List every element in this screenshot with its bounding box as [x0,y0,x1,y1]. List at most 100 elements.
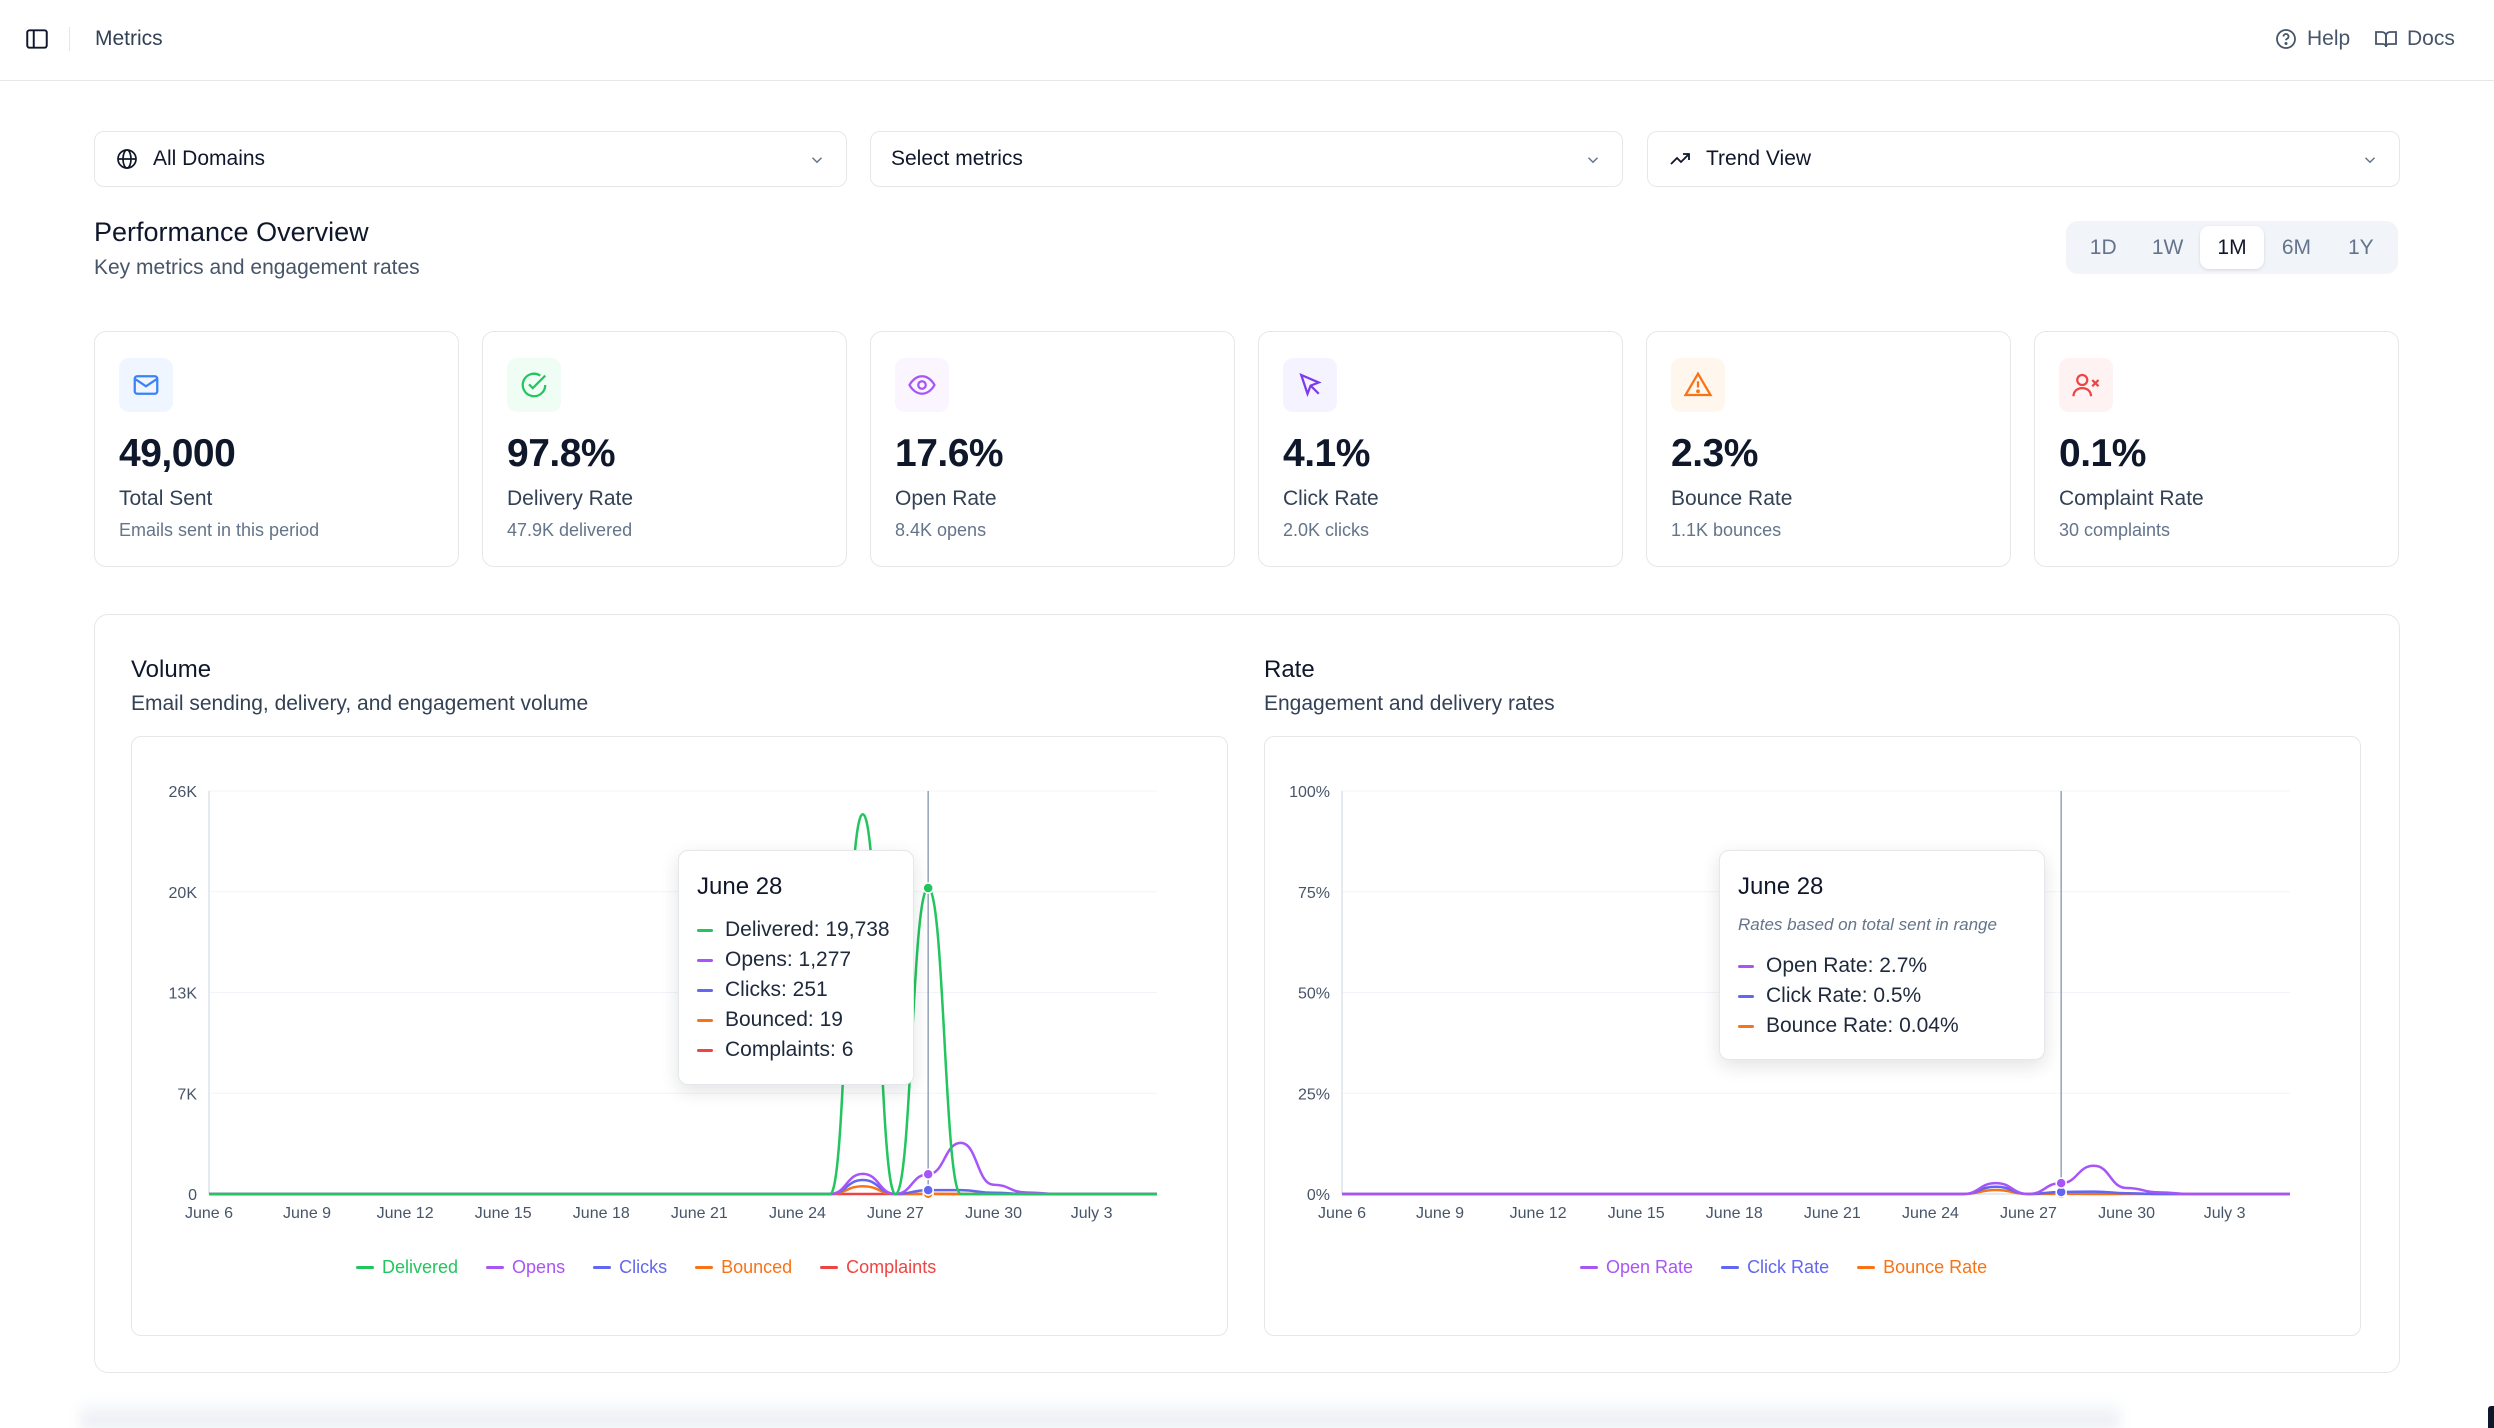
legend-swatch [1721,1266,1740,1269]
tooltip-row: Open Rate: 2.7% [1738,951,2026,981]
rate-x-tick-label: June 27 [2000,1205,2057,1222]
rate-x-tick-label: June 12 [1510,1205,1567,1222]
legend-label: Bounced [721,1257,793,1277]
volume-legend: Delivered Opens Clicks Bounced Complaint… [356,1257,936,1278]
legend-label: Clicks [619,1257,668,1277]
alert-triangle-icon [1671,358,1725,412]
legend-swatch [820,1266,839,1269]
volume-chart-subtitle: Email sending, delivery, and engagement … [131,692,589,715]
view-select-value: Trend View [1706,147,1812,170]
legend-item-clicks[interactable]: Clicks [593,1257,667,1278]
volume-y-tick-label: 0 [188,1187,197,1204]
tooltip-swatch [1738,1024,1754,1028]
tooltip-row: Bounced: 19 [697,1005,895,1035]
tooltip-swatch [697,928,713,932]
stat-value: 17.6% [895,432,1004,475]
globe-icon [115,147,139,171]
legend-swatch [1857,1266,1876,1269]
rate-chart-title: Rate [1264,656,1315,683]
legend-item-delivered[interactable]: Delivered [356,1257,458,1278]
range-1y-button[interactable]: 1Y [2347,235,2374,259]
tooltip-row-text: Bounced: 19 [725,1008,843,1031]
rate-legend: Open Rate Click Rate Bounce Rate [1580,1257,1987,1278]
rate-y-tick-label: 100% [1289,784,1330,801]
range-6m-button[interactable]: 6M [2281,235,2312,259]
tooltip-row-text: Opens: 1,277 [725,948,852,971]
divider [69,27,70,51]
sidebar-toggle-icon[interactable] [24,26,50,52]
stat-card-open-rate: 17.6% Open Rate 8.4K opens [870,331,1235,567]
range-1m-button[interactable]: 1M [2199,226,2265,269]
rate-x-tick-label: July 3 [2204,1205,2246,1222]
tooltip-row: Clicks: 251 [697,975,895,1005]
rate-x-tick-label: June 9 [1416,1205,1464,1222]
legend-label: Bounce Rate [1883,1257,1988,1277]
metrics-select-value: Select metrics [891,147,1023,170]
tooltip-date: June 28 [1738,873,1824,900]
help-link[interactable]: Help [2274,27,2350,51]
legend-swatch [486,1266,505,1269]
legend-label: Open Rate [1606,1257,1694,1277]
range-1w-button[interactable]: 1W [2151,235,2184,259]
chevron-down-icon [811,157,823,164]
rate-series-line [1341,1164,2290,1196]
tooltip-row-text: Clicks: 251 [725,978,828,1001]
volume-y-tick-label: 7K [177,1086,197,1103]
help-circle-icon [2276,29,2296,49]
stat-subtext: 47.9K delivered [507,520,633,540]
volume-series-line [208,1178,1157,1196]
docs-link[interactable]: Docs [2374,27,2455,51]
legend-item-opens[interactable]: Opens [486,1257,565,1278]
legend-item-complaints[interactable]: Complaints [820,1257,936,1278]
stat-label: Open Rate [895,487,997,510]
legend-label: Click Rate [1747,1257,1830,1277]
stat-label: Delivery Rate [507,487,634,510]
legend-item-click-rate[interactable]: Click Rate [1721,1257,1829,1278]
cursor-click-icon [1283,358,1337,412]
volume-x-tick-label: June 21 [671,1205,728,1222]
tooltip-row: Delivered: 19,738 [697,915,895,945]
volume-tooltip: June 28 Delivered: 19,738 Opens: 1,277 C… [678,850,914,1085]
chevron-down-icon [1587,157,1599,164]
rate-y-tick-label: 75% [1298,885,1330,902]
bottom-shadow [80,1398,2120,1428]
mail-icon [119,358,173,412]
book-open-icon [2375,31,2397,48]
legend-item-bounced[interactable]: Bounced [695,1257,792,1278]
volume-y-tick-label: 26K [169,784,198,801]
tooltip-row: Complaints: 6 [697,1035,895,1065]
rate-x-tick-label: June 6 [1318,1205,1366,1222]
section-subtitle: Key metrics and engagement rates [94,256,420,279]
domain-select[interactable]: All Domains [94,131,847,187]
rate-hover-point [2055,1177,2067,1189]
tooltip-swatch [697,1018,713,1022]
metrics-select[interactable]: Select metrics [870,131,1623,187]
legend-item-bounce-rate[interactable]: Bounce Rate [1857,1257,1987,1278]
volume-series-line [208,1141,1157,1196]
legend-item-open-rate[interactable]: Open Rate [1580,1257,1693,1278]
rate-y-tick-label: 25% [1298,1086,1330,1103]
range-1d-button[interactable]: 1D [2089,235,2117,259]
stat-label: Complaint Rate [2059,487,2204,510]
tooltip-swatch [1738,994,1754,998]
view-select[interactable]: Trend View [1647,131,2400,187]
stat-card-complaint-rate: 0.1% Complaint Rate 30 complaints [2034,331,2399,567]
stat-value: 2.3% [1671,432,1758,475]
volume-x-tick-label: June 12 [377,1205,434,1222]
volume-x-tick-label: June 27 [867,1205,924,1222]
stat-subtext: 1.1K bounces [1671,520,1782,540]
rate-x-tick-label: June 24 [1902,1205,1959,1222]
stat-value: 49,000 [119,432,236,475]
tooltip-swatch [1738,964,1754,968]
volume-y-tick-label: 20K [169,885,198,902]
rate-x-tick-label: June 18 [1706,1205,1763,1222]
stat-label: Click Rate [1283,487,1379,510]
tooltip-row: Bounce Rate: 0.04% [1738,1011,2026,1041]
stat-subtext: 2.0K clicks [1283,520,1370,540]
section-title: Performance Overview [94,217,369,247]
legend-swatch [695,1266,714,1269]
rate-y-tick-label: 0% [1307,1187,1330,1204]
stat-label: Total Sent [119,487,213,510]
tooltip-note: Rates based on total sent in range [1738,915,1997,934]
